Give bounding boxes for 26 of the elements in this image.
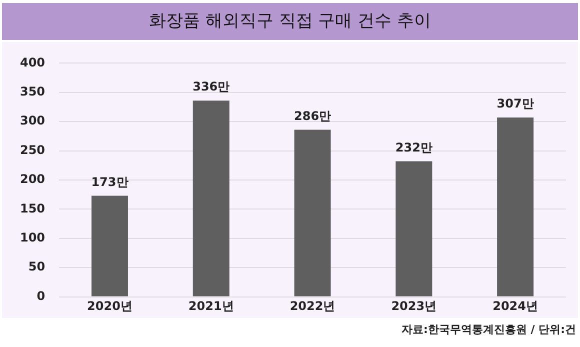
- x-tick-label: 2020년: [87, 299, 132, 314]
- bar: [497, 118, 534, 296]
- data-label: 336만: [192, 80, 230, 94]
- data-label: 173만: [91, 174, 128, 189]
- y-tick-label: 150: [20, 201, 46, 216]
- x-tick-label: 2023년: [391, 299, 437, 314]
- chart-title: 화장품 해외직구 직접 구매 건수 추이: [2, 3, 578, 40]
- text: 자료:한국무역통계진흥원 / 단위:건: [402, 322, 576, 337]
- data-label: 307만: [496, 96, 534, 111]
- x-tick-label: 2021년: [188, 299, 234, 314]
- y-tick-label: 0: [36, 288, 46, 303]
- x-tick-label: 2022년: [290, 299, 336, 314]
- y-tick-label: 200: [20, 172, 46, 186]
- y-tick-label: 250: [20, 142, 46, 157]
- data-label: 286만: [294, 108, 332, 123]
- bar: [91, 196, 128, 296]
- bar: [192, 100, 230, 296]
- data-label: 232만: [395, 140, 432, 154]
- y-tick-label: 400: [20, 55, 46, 70]
- bar: [294, 130, 331, 296]
- y-tick-label: 50: [28, 260, 46, 274]
- bar: [396, 161, 432, 296]
- y-tick-label: 100: [20, 230, 46, 245]
- y-tick-label: 350: [20, 84, 46, 99]
- y-tick-label: 300: [20, 114, 46, 128]
- x-tick-label: 2024년: [492, 299, 538, 314]
